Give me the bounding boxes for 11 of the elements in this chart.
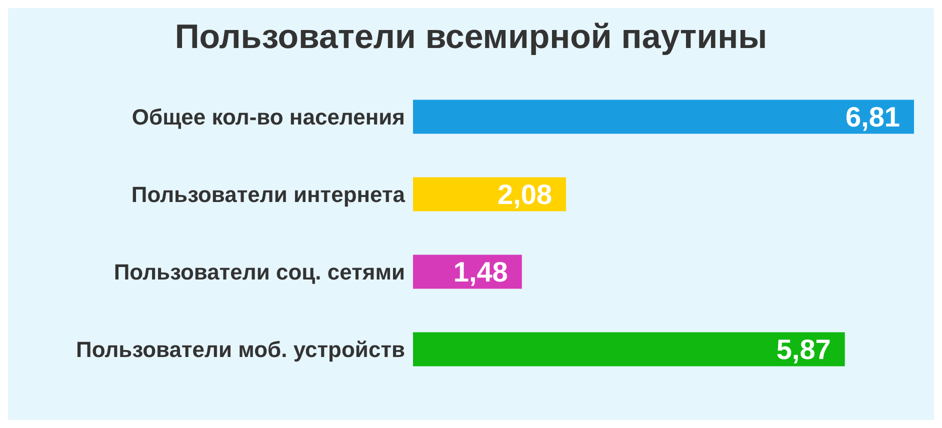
bar bbox=[413, 100, 914, 134]
bar bbox=[413, 332, 845, 366]
data-label: 1,48 bbox=[453, 256, 508, 288]
y-tick-label: Пользователи моб. устройств bbox=[76, 337, 405, 362]
y-tick-label: Пользователи соц. сетями bbox=[114, 260, 405, 285]
y-tick-label: Общее кол-во населения bbox=[132, 104, 405, 130]
chart-title: Пользователи всемирной паутины bbox=[174, 17, 768, 58]
data-label: 5,87 bbox=[776, 334, 831, 366]
y-tick-label: Пользователи интернета bbox=[131, 182, 406, 208]
data-label: 6,81 bbox=[846, 102, 900, 133]
data-label: 2,08 bbox=[498, 179, 552, 210]
